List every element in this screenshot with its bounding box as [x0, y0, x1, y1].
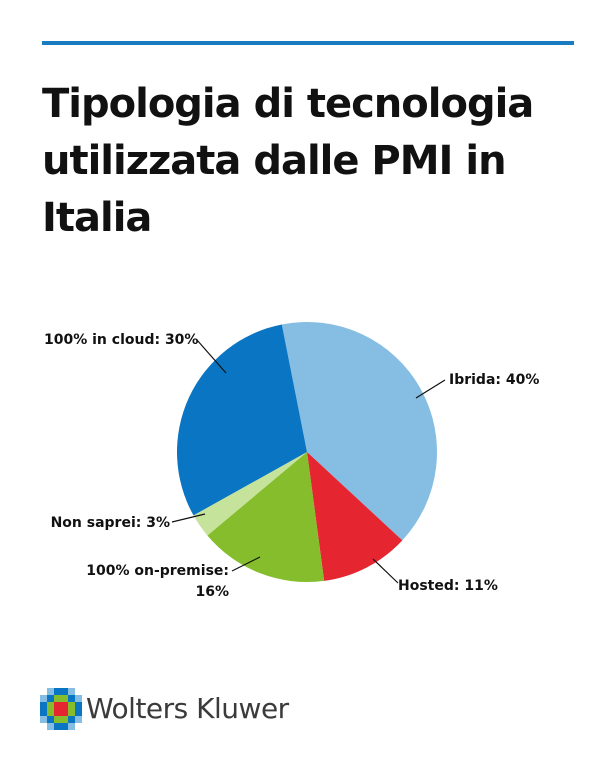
leader-line-cloud: [196, 339, 227, 374]
pie-slice-hosted: [307, 452, 403, 581]
label-non-saprei: Non saprei: 3%: [51, 515, 170, 531]
leader-line-ibrida: [415, 379, 446, 399]
pie-slice-non-saprei: [193, 452, 307, 536]
chart-title: Tipologia di tecnologia utilizzata dalle…: [42, 81, 534, 241]
pie-slice-cloud: [176, 324, 307, 516]
label-cloud: 100% in cloud: 30%: [44, 332, 198, 348]
label-hosted: Hosted: 11%: [398, 578, 498, 594]
top-rule: [42, 41, 574, 45]
leader-line-non-saprei: [171, 513, 206, 523]
pie-slice-ibrida: [281, 321, 437, 541]
leader-line-on-premise: [231, 556, 261, 572]
leader-line-hosted: [372, 558, 399, 584]
pie-slices: [176, 321, 437, 583]
label-on-premise-line2: 16%: [195, 584, 229, 600]
brand-name: Wolters Kluwer: [86, 692, 289, 725]
brand-mosaic-icon: [40, 688, 82, 730]
pie-slice-on-premise: [207, 452, 325, 583]
leader-lines: [171, 339, 446, 584]
label-ibrida: Ibrida: 40%: [449, 372, 539, 388]
wolters-kluwer-logo: Wolters Kluwer: [40, 686, 320, 736]
label-on-premise-line1: 100% on-premise:: [86, 563, 229, 579]
